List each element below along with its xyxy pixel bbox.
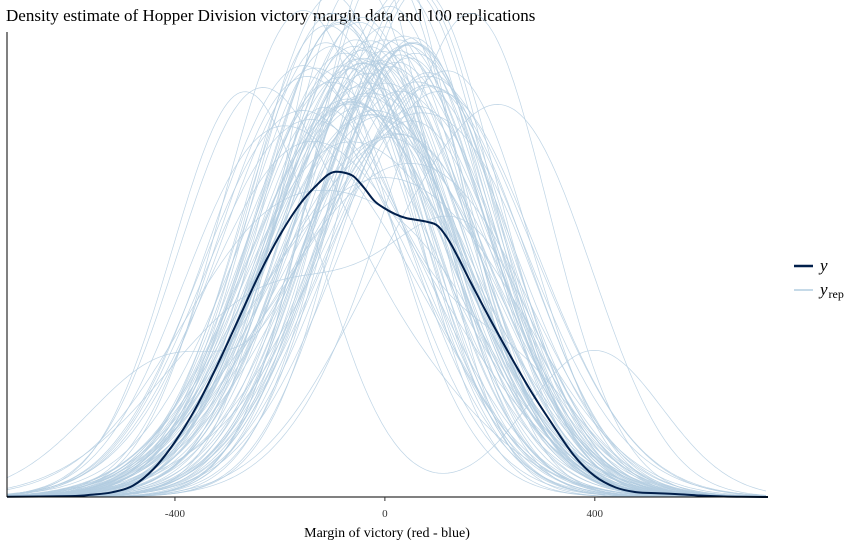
chart-title: Density estimate of Hopper Division vict… — [6, 6, 536, 25]
replication-line — [7, 45, 766, 498]
replication-line — [6, 39, 766, 498]
replication-line — [7, 90, 766, 498]
replication-line — [6, 100, 766, 498]
replication-line — [6, 119, 766, 498]
replication-line — [7, 43, 766, 498]
replication-line — [6, 141, 766, 498]
replication-line — [7, 23, 766, 498]
x-axis-title: Margin of victory (red - blue) — [304, 526, 470, 541]
legend: y yrep — [794, 256, 844, 301]
x-tick-label: 0 — [382, 508, 388, 520]
replication-line — [7, 86, 766, 498]
x-axis-ticks: -400 0 400 — [165, 497, 604, 520]
replication-lines — [6, 0, 766, 498]
replication-line — [7, 41, 766, 498]
replication-line — [7, 52, 766, 498]
replication-line — [6, 103, 766, 498]
replication-line — [6, 86, 766, 498]
replication-line — [6, 18, 766, 498]
replication-line — [7, 39, 766, 498]
replication-line — [7, 46, 766, 498]
replication-line — [6, 106, 766, 498]
replication-line — [6, 24, 766, 498]
replication-line — [7, 54, 766, 498]
replication-line — [7, 13, 766, 498]
replication-line — [6, 65, 766, 498]
replication-line — [6, 215, 766, 498]
replication-line — [7, 104, 766, 498]
x-tick-label: 400 — [587, 508, 604, 520]
replication-line — [6, 177, 766, 497]
replication-line — [6, 120, 766, 498]
replication-line — [6, 106, 766, 498]
observed-line-group — [6, 170, 769, 498]
replication-line — [7, 40, 766, 498]
replication-line — [6, 163, 766, 497]
replication-line — [7, 133, 766, 497]
replication-line — [7, 91, 766, 498]
replication-line — [6, 91, 766, 496]
replication-line — [6, 102, 766, 498]
replication-line — [6, 106, 766, 498]
legend-label: y — [818, 256, 828, 275]
replication-line — [7, 61, 766, 498]
replication-line — [6, 87, 766, 498]
replication-line — [6, 65, 766, 498]
replication-line — [7, 0, 766, 498]
replication-line — [6, 21, 766, 498]
replication-line — [6, 42, 766, 498]
replication-line — [6, 87, 766, 498]
replication-line — [7, 16, 766, 498]
replication-line — [6, 95, 766, 498]
replication-line — [7, 66, 766, 498]
replication-line — [7, 37, 766, 498]
legend-label: yrep — [818, 280, 844, 301]
replication-line — [6, 189, 766, 498]
x-tick-label: -400 — [165, 508, 186, 520]
replication-line — [7, 60, 766, 498]
observed-line — [6, 170, 769, 498]
replication-line — [6, 125, 766, 498]
replication-line — [7, 43, 766, 498]
replication-line — [6, 39, 766, 498]
replication-line — [7, 12, 766, 498]
replication-line — [6, 136, 766, 497]
